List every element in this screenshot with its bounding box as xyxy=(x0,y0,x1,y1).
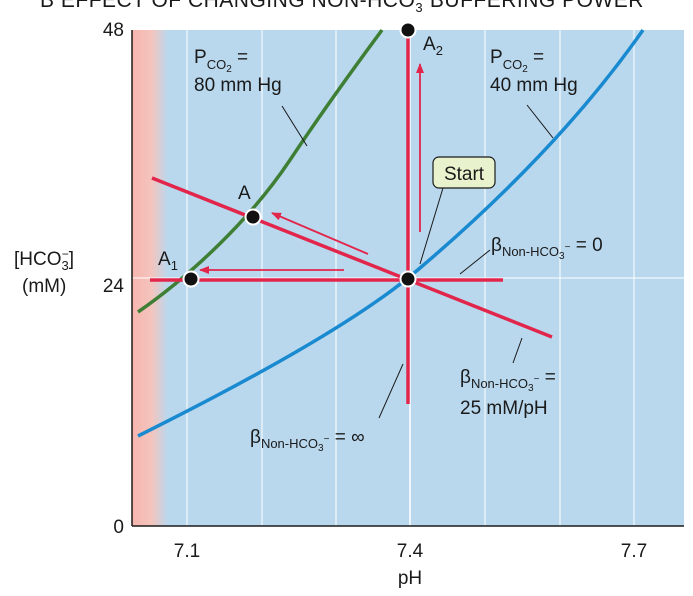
pco2-40-label-line2: 40 mm Hg xyxy=(490,75,578,96)
x-tick-7.1: 7.1 xyxy=(174,541,200,562)
y-axis-label-line2: (mM) xyxy=(22,276,66,297)
y-tick-0: 0 xyxy=(113,517,124,538)
leader-lines xyxy=(281,104,554,419)
pco2-40-curve xyxy=(137,28,645,438)
point-a1-label: A1 xyxy=(158,249,178,273)
point-a-label: A xyxy=(238,183,251,204)
beta-25-label-line1: βNon-HCO3− = xyxy=(460,367,556,394)
beta-25-label-line2: 25 mM/pH xyxy=(460,398,548,419)
point-a2 xyxy=(399,21,417,39)
buffer-line-25 xyxy=(151,176,553,339)
diagram-title: B EFFECT OF CHANGING NON-HCO3− BUFFERING… xyxy=(40,0,644,15)
x-axis-label: pH xyxy=(398,568,422,589)
y-tick-48: 48 xyxy=(103,20,124,41)
point-a xyxy=(244,208,262,226)
beta-infinite-label: βNon-HCO3− = ∞ xyxy=(250,427,365,454)
data-points xyxy=(182,21,417,288)
pco2-80-label-line1: PCO2 = xyxy=(194,47,248,75)
point-a1 xyxy=(182,270,200,288)
pco2-80-label-line2: 80 mm Hg xyxy=(194,75,282,96)
x-tick-7.7: 7.7 xyxy=(621,541,647,562)
start-label: Start xyxy=(444,164,485,185)
point-a2-label: A2 xyxy=(423,34,443,58)
x-tick-7.4: 7.4 xyxy=(397,541,424,562)
y-axis-label-line1: [HCO3−] xyxy=(14,247,74,273)
title-text: EFFECT OF CHANGING NON-HCO3− BUFFERING P… xyxy=(60,0,644,16)
arrow-to-a xyxy=(271,212,369,255)
beta-zero-label: βNon-HCO3− = 0 xyxy=(491,235,603,262)
pco2-40-label-line1: PCO2 = xyxy=(490,47,544,75)
panel-letter: B xyxy=(40,0,55,12)
point-start xyxy=(399,270,417,288)
start-callout-box xyxy=(432,156,496,189)
y-tick-24: 24 xyxy=(103,276,125,297)
